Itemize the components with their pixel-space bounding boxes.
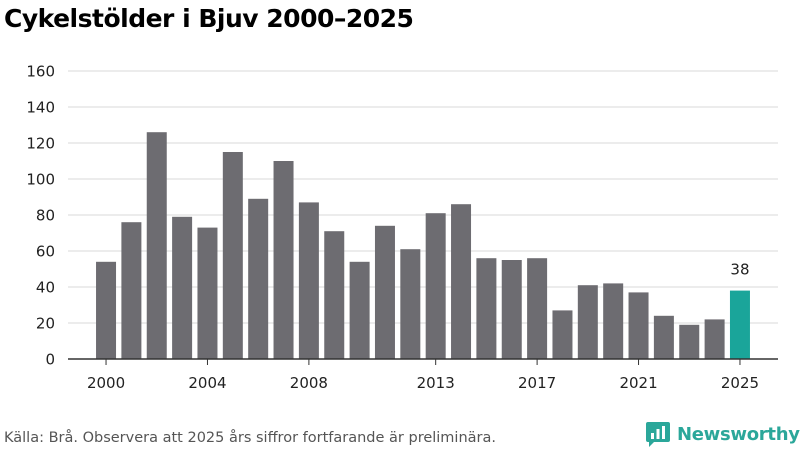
annotations: 38 (730, 261, 749, 279)
x-tick-label: 2025 (721, 374, 759, 392)
bar-2018 (552, 310, 573, 359)
bar-2023 (679, 324, 700, 359)
y-tick-label: 60 (36, 243, 55, 261)
y-tick-label: 20 (36, 315, 55, 333)
bar-2019 (577, 285, 598, 359)
bar-2011 (374, 225, 395, 359)
x-tick-label: 2000 (87, 374, 125, 392)
bar-2007 (273, 161, 294, 359)
y-axis-tick-labels: 0 20 40 60 80 100 120 140 160 (26, 63, 55, 369)
bar-2024 (704, 319, 725, 359)
bar-2009 (324, 231, 345, 359)
bar-2022 (653, 315, 674, 359)
bar-2010 (349, 261, 370, 359)
y-tick-label: 40 (36, 279, 55, 297)
bar-2003 (172, 216, 193, 359)
bar-2014 (451, 204, 472, 359)
newsworthy-icon (646, 422, 670, 447)
y-tick-label: 140 (26, 99, 55, 117)
y-tick-label: 160 (26, 63, 55, 81)
bar-2012 (400, 249, 421, 359)
bar-2016 (501, 260, 522, 359)
x-tick-label: 2021 (619, 374, 657, 392)
bars (96, 132, 750, 359)
bar-2004 (197, 227, 218, 359)
source-note: Källa: Brå. Observera att 2025 års siffr… (4, 430, 496, 446)
data-label: 38 (730, 261, 749, 279)
bar-2021 (628, 292, 649, 359)
brand-name: Newsworthy (677, 424, 800, 445)
x-tick-label: 2013 (417, 374, 455, 392)
bar-2025 (729, 290, 750, 359)
bar-2006 (248, 198, 269, 359)
x-tick-label: 2004 (188, 374, 226, 392)
bar-2013 (425, 213, 446, 359)
y-tick-label: 100 (26, 171, 55, 189)
bar-2005 (222, 152, 243, 359)
bar-2001 (121, 222, 142, 359)
bar-2002 (146, 132, 167, 359)
x-tick-label: 2008 (290, 374, 328, 392)
newsworthy-logo[interactable]: Newsworthy (645, 421, 800, 448)
bar-2000 (96, 261, 117, 359)
bar-2020 (603, 283, 624, 359)
chart-title: Cykelstölder i Bjuv 2000–2025 (4, 4, 414, 33)
y-tick-label: 0 (45, 351, 55, 369)
bar-2008 (298, 202, 319, 359)
y-tick-label: 120 (26, 135, 55, 153)
y-tick-label: 80 (36, 207, 55, 225)
bar-2015 (476, 258, 497, 359)
x-axis-tick-labels: 2000 2004 2008 2013 2017 2021 2025 (87, 359, 759, 392)
bar-2017 (527, 258, 548, 359)
x-tick-label: 2017 (518, 374, 556, 392)
